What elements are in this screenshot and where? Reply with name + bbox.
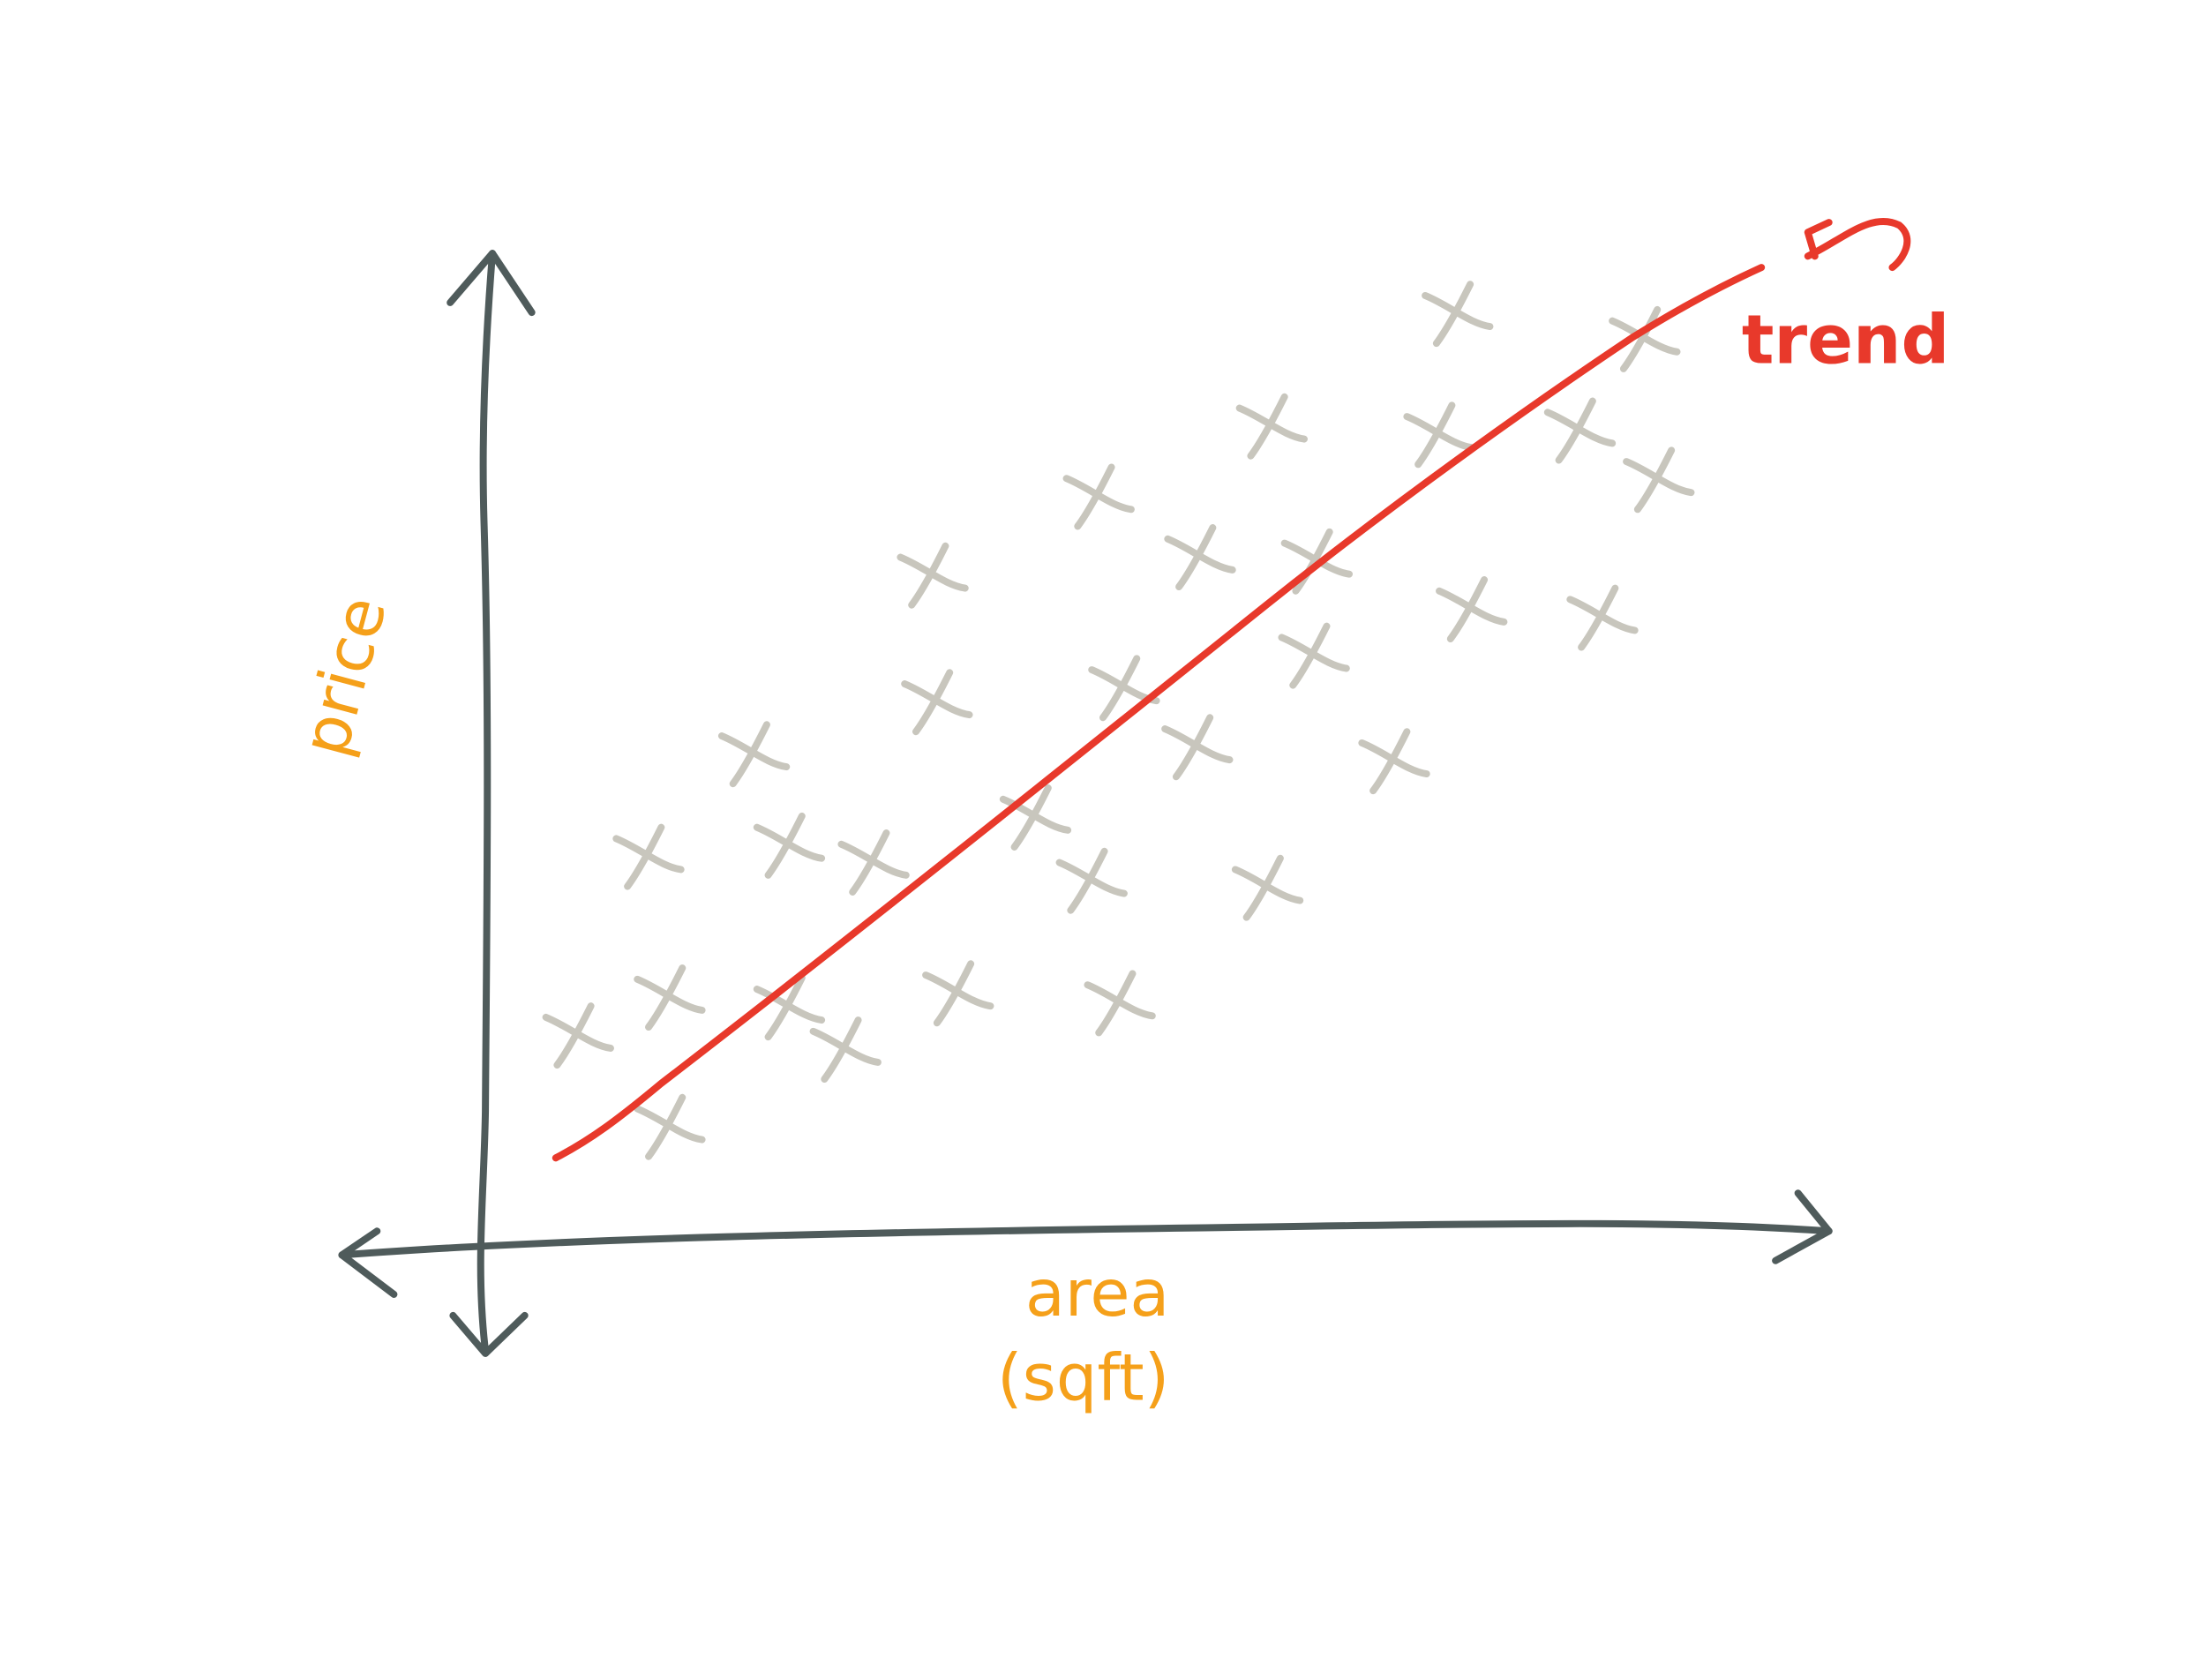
x-axis-label: area xyxy=(1025,1256,1170,1331)
cross xyxy=(922,960,994,1027)
trend-line xyxy=(552,264,1766,1162)
cross xyxy=(634,1093,706,1160)
data-points xyxy=(542,281,1695,1160)
cross xyxy=(1084,970,1156,1037)
cross xyxy=(1403,401,1475,469)
cross xyxy=(1422,281,1494,348)
cross xyxy=(1161,714,1234,781)
cross xyxy=(1543,397,1617,464)
trend-label: trend xyxy=(1742,302,1949,380)
x-arrow-left xyxy=(338,1227,398,1298)
cross xyxy=(999,784,1072,851)
y-axis-label: price xyxy=(288,589,401,763)
cross xyxy=(897,542,969,609)
cross xyxy=(717,721,791,788)
y-axis xyxy=(476,250,497,1354)
cross xyxy=(1623,446,1695,514)
cross xyxy=(1164,524,1236,590)
cross xyxy=(1235,393,1308,460)
y-arrow-top xyxy=(446,250,536,317)
cross xyxy=(1088,655,1160,722)
cross xyxy=(901,669,973,736)
cross xyxy=(1609,305,1681,372)
cross xyxy=(1231,854,1304,921)
cross xyxy=(753,812,826,879)
cross xyxy=(1358,728,1430,795)
cross xyxy=(1566,584,1639,651)
cross xyxy=(753,974,826,1041)
cross xyxy=(1278,622,1350,689)
cross xyxy=(542,1002,614,1069)
cross xyxy=(1062,463,1135,530)
trend-arrow xyxy=(1804,218,1911,272)
x-arrow-right xyxy=(1772,1189,1833,1264)
cross xyxy=(634,964,706,1031)
x-axis xyxy=(338,1219,1833,1259)
cross xyxy=(1436,576,1508,642)
cross xyxy=(1055,847,1128,914)
cross xyxy=(809,1016,882,1084)
x-axis-label: (sqft) xyxy=(997,1341,1169,1416)
cross xyxy=(612,823,685,890)
y-arrow-bottom xyxy=(449,1311,529,1357)
cross xyxy=(837,829,910,896)
axes xyxy=(338,250,1833,1357)
